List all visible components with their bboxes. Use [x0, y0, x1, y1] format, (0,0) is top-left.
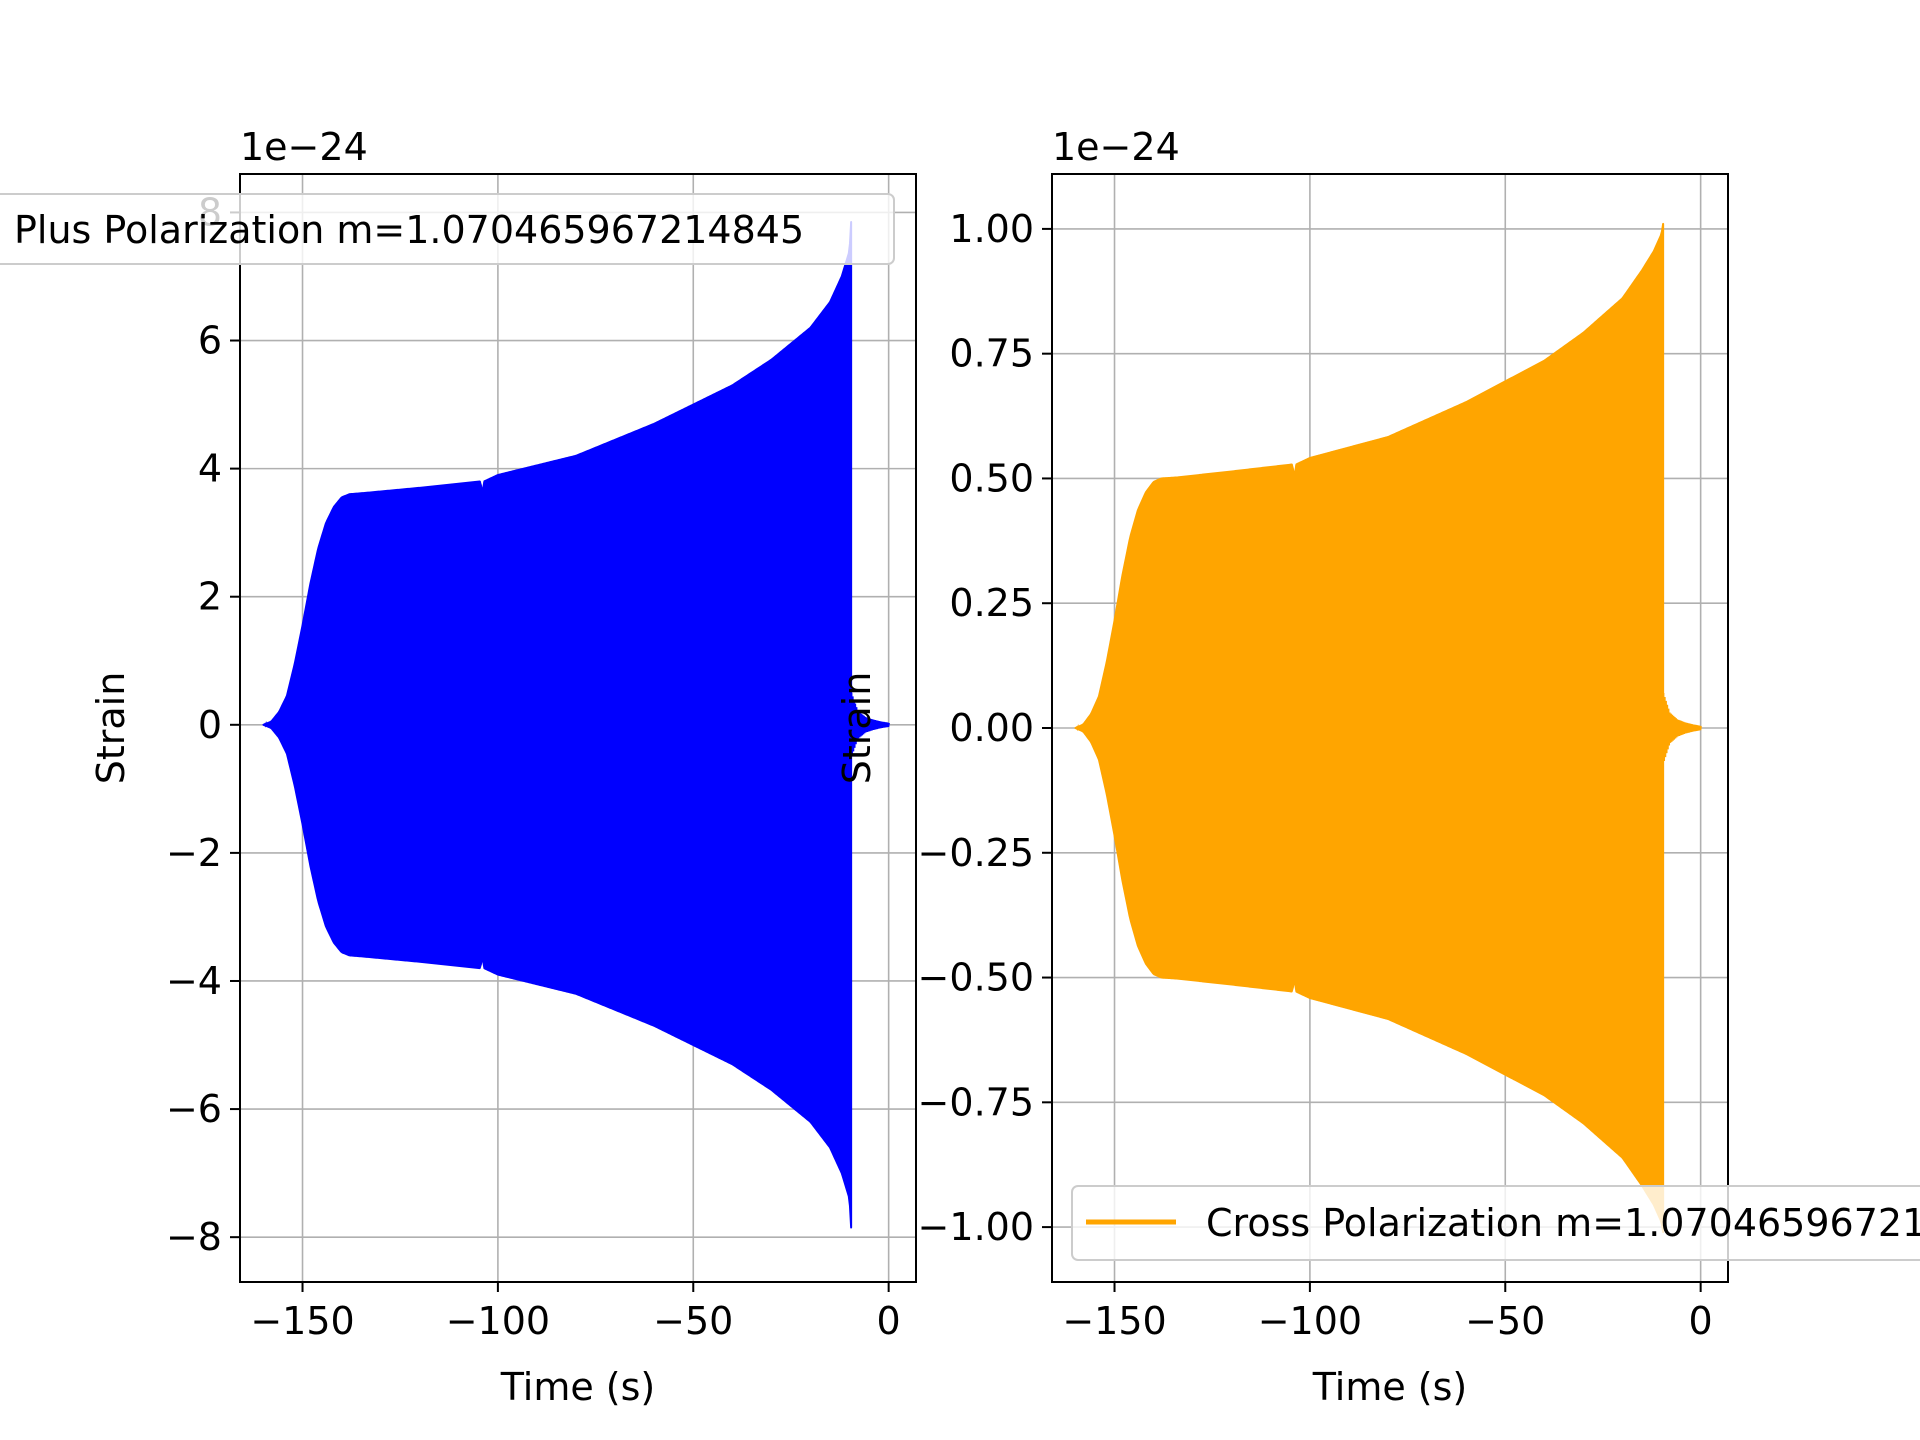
plus-polarization-axes: −150−100−500 −8−6−4−202468 1e−24 Time (s…	[0, 125, 917, 1409]
cross-polarization-axes: −150 −100 −50 0 −1.00 −0.75 −0.50 −0.25 0.00 0.2…	[835, 125, 1920, 1409]
left-y-tick-label: 6	[198, 319, 222, 363]
right-x-tick-label: −150	[1062, 1299, 1166, 1343]
left-offset-text: 1e−24	[240, 125, 368, 169]
right-y-tick-label: −0.50	[918, 956, 1034, 1000]
left-x-tick-label: 0	[877, 1299, 901, 1343]
plus-polarization-waveform	[262, 221, 890, 1229]
left-y-tick-label: −6	[166, 1087, 222, 1131]
left-y-axis-label: Strain	[89, 672, 133, 785]
left-waveform-oscillation	[263, 222, 852, 1216]
left-x-axis-label: Time (s)	[500, 1365, 656, 1409]
right-waveform-ringdown	[1661, 693, 1702, 762]
left-legend-label: Plus Polarization m=1.070465967214845	[14, 208, 804, 252]
left-x-tick-label: −50	[653, 1299, 733, 1343]
left-x-tick-label: −150	[250, 1299, 354, 1343]
left-x-tick-label: −100	[446, 1299, 550, 1343]
right-legend-box	[1071, 1185, 1920, 1261]
right-waveform-oscillation	[1075, 223, 1664, 1228]
right-y-tick-label: 1.00	[949, 207, 1034, 251]
right-y-tick-label: −0.75	[918, 1080, 1034, 1124]
right-y-tick-label: −0.25	[918, 831, 1034, 875]
right-x-tick-label: 0	[1689, 1299, 1713, 1343]
right-legend-label: Cross Polarization m=1.070465967214845	[1206, 1201, 1920, 1245]
left-x-ticks: −150 −100 −50 0	[250, 1282, 901, 1343]
right-y-ticks: −1.00 −0.75 −0.50 −0.25 0.00 0.25 0.50 0.75 1.00	[918, 207, 1052, 1249]
left-y-tick-label: 0	[198, 703, 222, 747]
left-legend-box	[0, 193, 895, 265]
left-legend: Plus Polarization m=1.070465967214845	[0, 193, 895, 265]
left-y-ticks: −8−6−4−202468	[166, 190, 240, 1259]
left-y-tick-label: −2	[166, 831, 222, 875]
left-y-tick-label: 2	[198, 575, 222, 619]
right-y-tick-label: 0.00	[949, 706, 1034, 750]
right-y-tick-label: −1.00	[918, 1205, 1034, 1249]
right-y-tick-label: 0.50	[949, 456, 1034, 500]
right-x-ticks: −150 −100 −50 0	[1062, 1282, 1713, 1343]
right-offset-text: 1e−24	[1052, 125, 1180, 169]
left-y-tick-label: −8	[166, 1215, 222, 1259]
left-axes-frame	[239, 173, 917, 1283]
left-y-tick-label: 4	[198, 447, 222, 491]
right-y-tick-label: 0.25	[949, 581, 1034, 625]
right-legend: Cross Polarization m=1.070465967214845	[1071, 1185, 1920, 1261]
cross-polarization-waveform	[1074, 222, 1702, 1234]
left-waveform-ringdown	[849, 692, 890, 756]
right-y-axis-label: Strain	[835, 672, 879, 785]
right-y-tick-label: 0.75	[949, 332, 1034, 376]
right-x-tick-label: −50	[1465, 1299, 1545, 1343]
left-y-tick-label: −4	[166, 959, 222, 1003]
right-x-tick-label: −100	[1258, 1299, 1362, 1343]
right-x-axis-label: Time (s)	[1312, 1365, 1468, 1409]
